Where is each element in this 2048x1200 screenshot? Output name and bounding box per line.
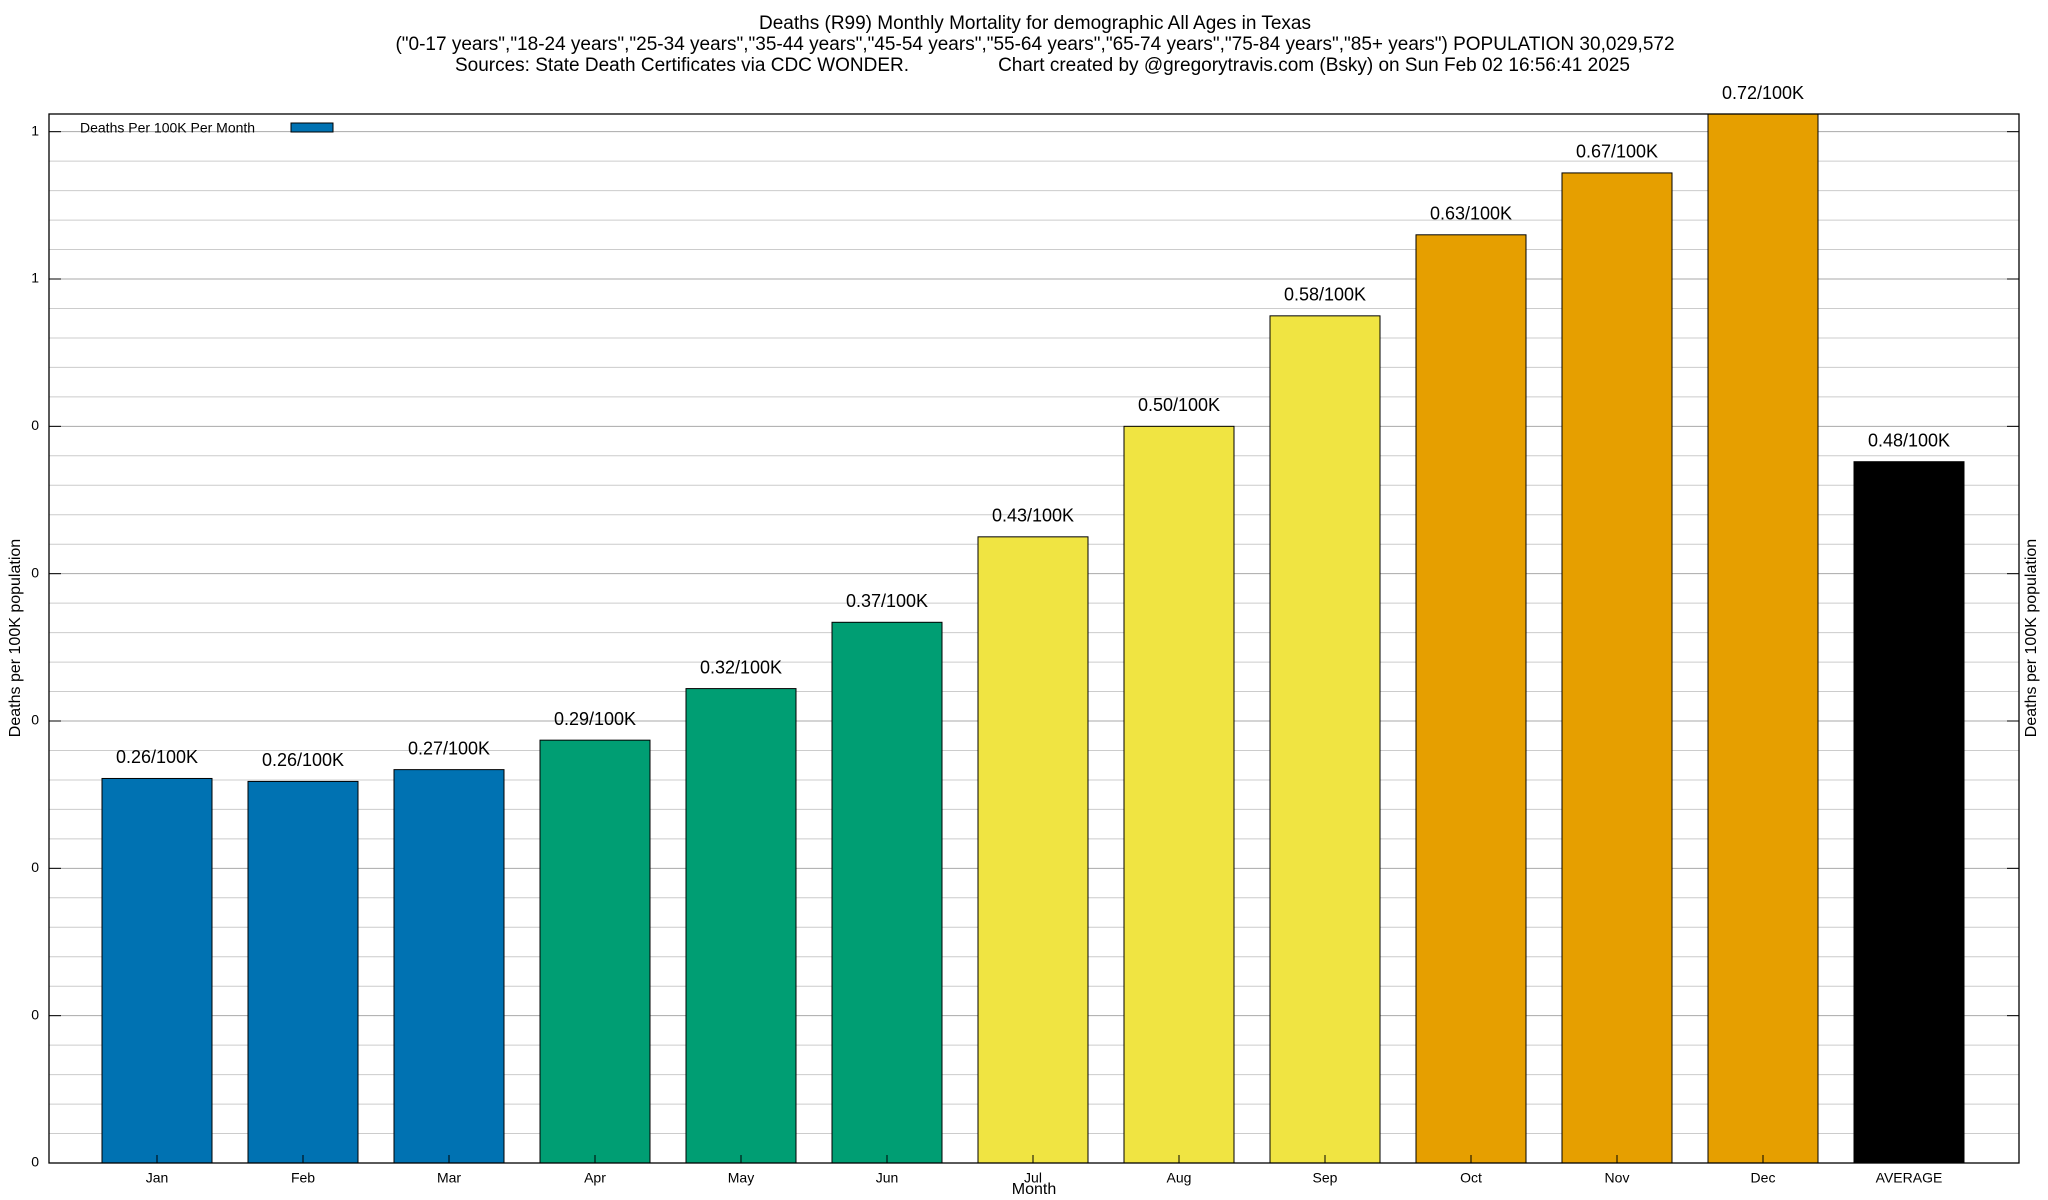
bar	[1853, 461, 1965, 1163]
bar	[539, 739, 651, 1163]
value-label: 0.48/100K	[1868, 430, 1950, 450]
y-tick-label: 1	[31, 270, 39, 286]
bar	[977, 536, 1089, 1163]
bar	[831, 621, 943, 1163]
value-label: 0.26/100K	[116, 747, 198, 767]
y-axis-label: Deaths per 100K population	[7, 539, 24, 737]
legend-label: Deaths Per 100K Per Month	[80, 120, 255, 136]
value-label: 0.27/100K	[408, 738, 490, 758]
x-tick-label: Jul	[1024, 1170, 1042, 1186]
y-tick-label: 0	[31, 859, 39, 875]
y-tick-label: 1	[31, 122, 39, 138]
y-tick-label: 0	[31, 712, 39, 728]
x-tick-label: Aug	[1167, 1170, 1192, 1186]
value-label: 0.37/100K	[846, 591, 928, 611]
plot-frame	[48, 113, 2020, 1164]
x-tick-label: Feb	[291, 1170, 315, 1186]
y-tick-label: 0	[31, 1006, 39, 1022]
bar	[685, 688, 797, 1163]
x-axis-label: Month	[1012, 1181, 1056, 1198]
value-label: 0.63/100K	[1430, 204, 1512, 224]
x-tick-label: Sep	[1313, 1170, 1338, 1186]
bar	[1561, 172, 1673, 1163]
chart-subtitle: ("0-17 years","18-24 years","25-34 years…	[395, 34, 1674, 55]
value-label: 0.32/100K	[700, 657, 782, 677]
x-tick-label: Dec	[1751, 1170, 1776, 1186]
value-label: 0.43/100K	[992, 506, 1074, 526]
value-label: 0.26/100K	[262, 750, 344, 770]
y-tick-label: 0	[31, 417, 39, 433]
bar	[1415, 234, 1527, 1163]
value-label: 0.58/100K	[1284, 285, 1366, 305]
x-tick-label: Jun	[876, 1170, 899, 1186]
x-tick-label: May	[728, 1170, 754, 1186]
value-label: 0.50/100K	[1138, 395, 1220, 415]
y-tick-label: 0	[31, 1154, 39, 1170]
y-tick-label: 0	[31, 564, 39, 580]
chart-title: Deaths (R99) Monthly Mortality for demog…	[759, 13, 1311, 34]
x-tick-label: Oct	[1460, 1170, 1482, 1186]
bar	[1123, 425, 1235, 1163]
x-tick-label: Nov	[1605, 1170, 1630, 1186]
x-tick-label: AVERAGE	[1876, 1170, 1943, 1186]
x-tick-label: Apr	[584, 1170, 606, 1186]
legend-swatch	[290, 122, 334, 133]
x-tick-label: Mar	[437, 1170, 461, 1186]
value-label: 0.72/100K	[1722, 83, 1804, 103]
x-tick-label: Jan	[146, 1170, 169, 1186]
bar	[247, 780, 359, 1163]
sources: Sources: State Death Certificates via CD…	[455, 55, 909, 76]
bar	[1707, 114, 1819, 1163]
credit: Chart created by @gregorytravis.com (Bsk…	[998, 55, 1630, 76]
bar	[101, 777, 213, 1163]
bar	[1269, 315, 1381, 1163]
value-label: 0.67/100K	[1576, 142, 1658, 162]
y2-axis-label: Deaths per 100K population	[2023, 539, 2040, 737]
bar	[393, 769, 505, 1163]
value-label: 0.29/100K	[554, 709, 636, 729]
